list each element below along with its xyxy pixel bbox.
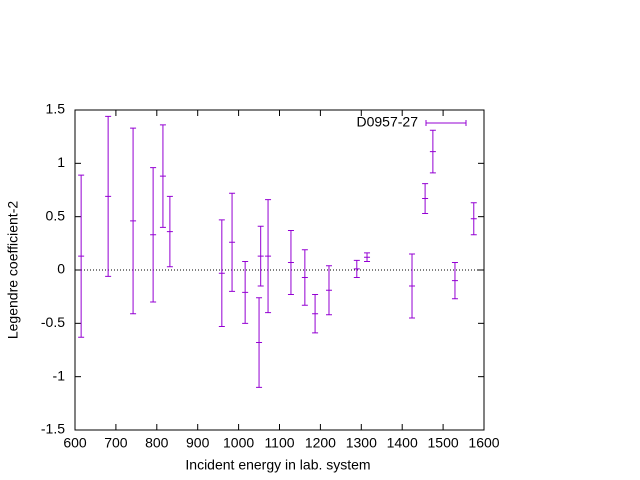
x-tick-label: 900 [186,435,210,451]
y-tick-label: 1 [57,154,65,170]
x-tick-label: 1500 [428,435,459,451]
error-bar [287,230,294,296]
error-bar [422,183,429,214]
x-axis-label: Incident energy in lab. system [185,457,370,473]
y-tick-label: -1 [53,367,66,383]
error-bar [451,262,458,300]
error-bar [130,127,137,315]
y-tick-label: 1.5 [46,101,66,117]
error-bar [325,265,332,316]
x-tick-label: 1100 [264,435,294,451]
error-bar [265,199,272,314]
error-bar [166,195,173,268]
error-bar [364,252,371,262]
error-bar [301,249,308,306]
x-tick-label: 600 [63,435,87,451]
error-bar [105,115,112,277]
error-bar [429,129,436,174]
error-bar [312,294,319,334]
legend-label: D0957-27 [357,114,419,130]
error-bar [229,192,236,292]
error-bar [150,167,157,303]
legend-sample [425,120,467,126]
error-bar [257,225,264,287]
error-bar [353,259,360,278]
x-tick-label: 1300 [346,435,377,451]
y-tick-label: -1.5 [41,421,65,437]
error-bar [78,174,85,338]
x-tick-label: 1400 [387,435,418,451]
x-tick-label: 1000 [223,435,254,451]
y-tick-label: 0.5 [46,207,66,223]
error-bar [218,219,225,328]
error-bar [242,260,249,324]
error-bar [256,297,263,388]
y-axis-label: Legendre coefficient-2 [5,201,21,339]
x-tick-label: 1200 [305,435,336,451]
error-bar [159,124,166,228]
error-bar [470,202,477,236]
x-tick-label: 800 [145,435,169,451]
error-bar [409,253,416,319]
y-tick-label: -0.5 [41,314,65,330]
y-tick-label: 0 [57,261,65,277]
x-tick-label: 1600 [468,435,499,451]
x-tick-label: 700 [104,435,128,451]
